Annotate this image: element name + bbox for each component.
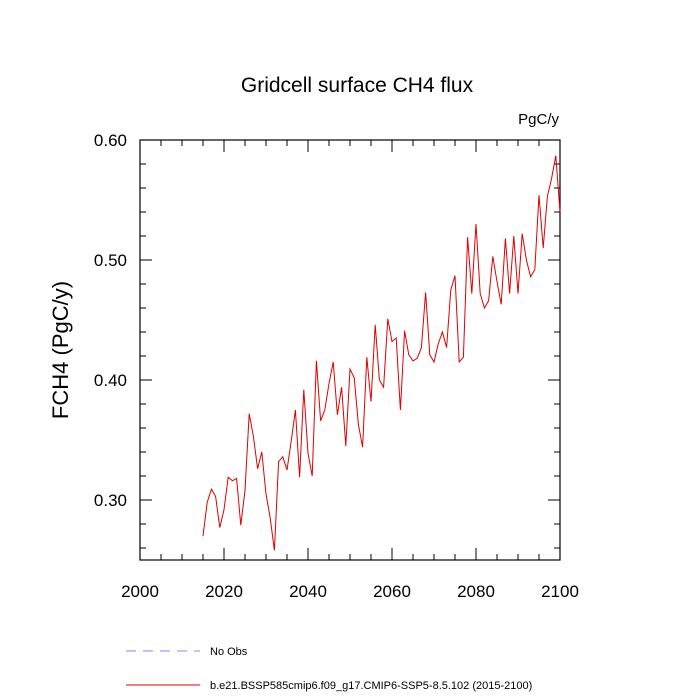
x-tick-label: 2060 bbox=[373, 582, 411, 601]
legend-no-obs-label: No Obs bbox=[210, 646, 248, 658]
y-tick-label: 0.30 bbox=[94, 491, 127, 510]
y-axis-label: FCH4 (PgC/y) bbox=[48, 281, 73, 419]
axis-tick-labels: 2000 2020 2040 2060 2080 2100 0.30 0.40 0.50 0.60 bbox=[94, 131, 579, 601]
plot-frame bbox=[139, 139, 561, 561]
x-tick-label: 2020 bbox=[205, 582, 243, 601]
chart-title: Gridcell surface CH4 flux bbox=[241, 74, 474, 97]
x-tick-label: 2000 bbox=[121, 582, 159, 601]
x-tick-label: 2080 bbox=[457, 582, 495, 601]
legend-model-label: b.e21.BSSP585cmip6.f09_g17.CMIP6-SSP5-8.… bbox=[210, 680, 532, 692]
axis-ticks bbox=[139, 139, 561, 560]
y-tick-label: 0.40 bbox=[94, 371, 127, 390]
y-tick-label: 0.50 bbox=[94, 251, 127, 270]
x-tick-label: 2040 bbox=[289, 582, 327, 601]
y-tick-label: 0.60 bbox=[94, 131, 127, 150]
units-label: PgC/y bbox=[518, 111, 559, 128]
series-line bbox=[202, 155, 561, 551]
x-tick-label: 2100 bbox=[541, 582, 579, 601]
series-group bbox=[202, 155, 561, 551]
legend: No Obs b.e21.BSSP585cmip6.f09_g17.CMIP6-… bbox=[126, 646, 532, 692]
